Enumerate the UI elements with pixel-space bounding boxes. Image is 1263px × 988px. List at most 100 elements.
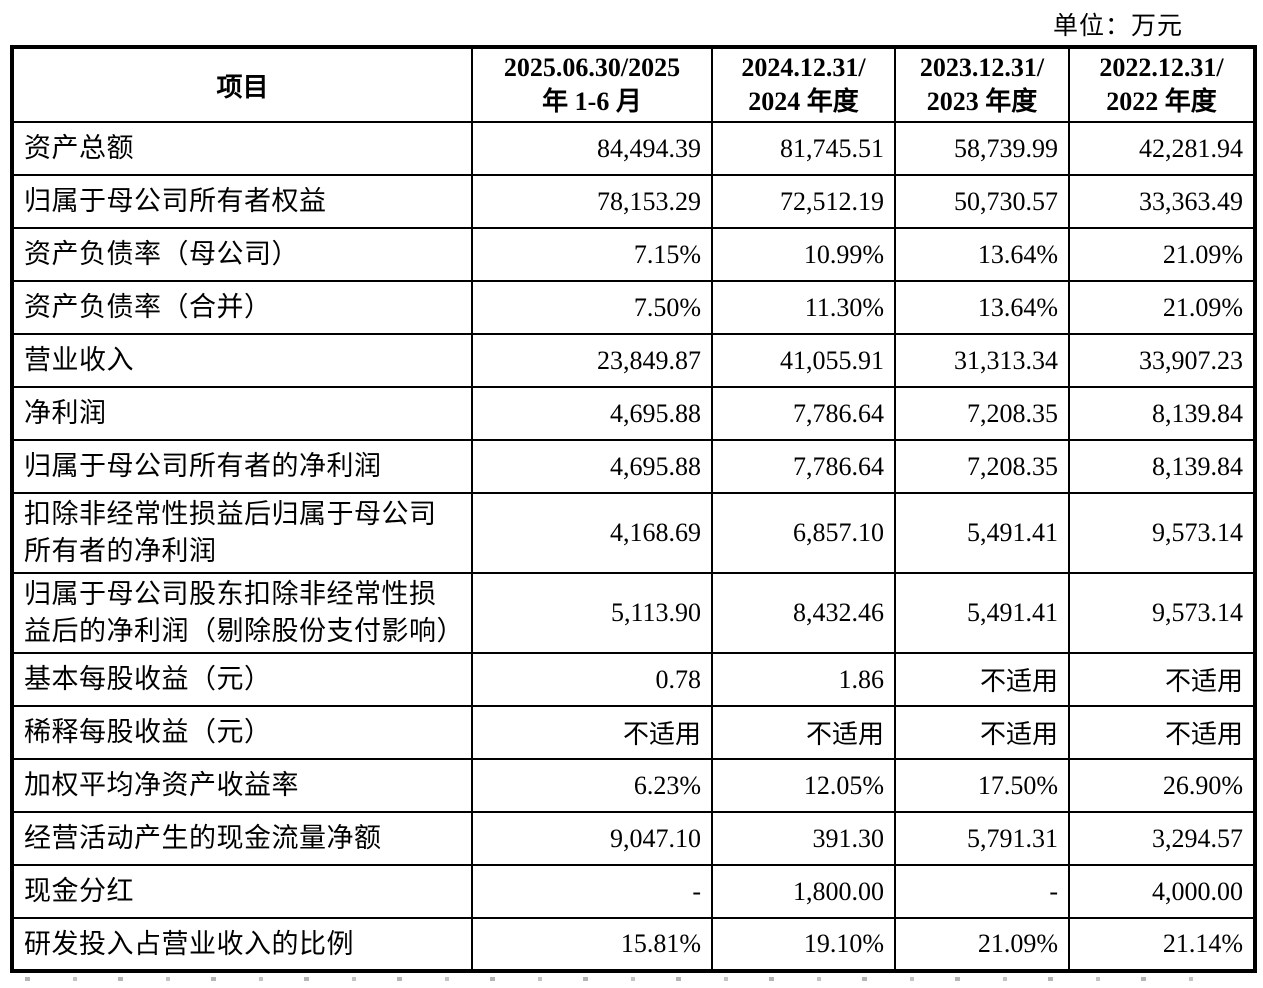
clipped-text-line (25, 977, 1230, 981)
cell-value: 4,695.88 (471, 386, 713, 441)
table-row: 营业收入 23,849.87 41,055.91 31,313.34 33,90… (11, 333, 1256, 388)
cell-value: 5,113.90 (471, 572, 713, 654)
cell-value: 8,432.46 (711, 572, 896, 654)
cell-value: 12.05% (711, 758, 896, 813)
cell-value: 21.09% (894, 917, 1070, 972)
cell-value: 不适用 (471, 705, 713, 760)
cell-value: 13.64% (894, 280, 1070, 335)
header-row: 项目 2025.06.30/2025 年 1-6 月 2024.12.31/ 2… (11, 46, 1256, 123)
cell-value: 41,055.91 (711, 333, 896, 388)
table-row: 归属于母公司所有者的净利润 4,695.88 7,786.64 7,208.35… (11, 439, 1256, 494)
cell-value: 19.10% (711, 917, 896, 972)
table-row: 基本每股收益（元） 0.78 1.86 不适用 不适用 (11, 652, 1256, 707)
period-line: 2023.12.31/ (919, 53, 1045, 82)
cell-value: 不适用 (894, 652, 1070, 707)
column-header-period-2023: 2023.12.31/ 2023 年度 (894, 46, 1070, 123)
period-line: 2023 年度 (926, 87, 1038, 116)
table-row: 归属于母公司所有者权益 78,153.29 72,512.19 50,730.5… (11, 174, 1256, 229)
cell-value: 33,363.49 (1068, 174, 1256, 229)
cell-value: 不适用 (711, 705, 896, 760)
table-row: 加权平均净资产收益率 6.23% 12.05% 17.50% 26.90% (11, 758, 1256, 813)
cell-value: 50,730.57 (894, 174, 1070, 229)
period-line: 2025.06.30/2025 (503, 53, 681, 82)
period-line: 2024 年度 (748, 87, 859, 116)
table-row: 扣除非经常性损益后归属于母公司 所有者的净利润 4,168.69 6,857.10… (11, 492, 1256, 574)
cell-value: 31,313.34 (894, 333, 1070, 388)
cell-value: 1.86 (711, 652, 896, 707)
period-line: 2024.12.31/ (741, 53, 866, 82)
cell-value: 21.09% (1068, 280, 1256, 335)
cell-value: 不适用 (1068, 652, 1256, 707)
financial-summary-table: 项目 2025.06.30/2025 年 1-6 月 2024.12.31/ 2… (10, 45, 1257, 973)
period-line: 2022 年度 (1106, 87, 1217, 116)
cell-value: 6.23% (471, 758, 713, 813)
row-label: 基本每股收益（元） (11, 652, 473, 707)
row-label: 加权平均净资产收益率 (11, 758, 473, 813)
unit-label: 单位：万元 (1052, 13, 1183, 40)
cell-value: 5,791.31 (894, 811, 1070, 866)
row-label: 现金分红 (11, 864, 473, 919)
cell-value: 4,695.88 (471, 439, 713, 494)
column-header-period-2025: 2025.06.30/2025 年 1-6 月 (471, 46, 713, 123)
cell-value: 9,573.14 (1068, 492, 1256, 574)
cell-value: 13.64% (894, 227, 1070, 282)
cell-value: 8,139.84 (1068, 386, 1256, 441)
table-row: 资产负债率（母公司） 7.15% 10.99% 13.64% 21.09% (11, 227, 1256, 282)
row-label: 稀释每股收益（元） (11, 705, 473, 760)
period-line: 年 1-6 月 (542, 87, 642, 116)
table-row: 研发投入占营业收入的比例 15.81% 19.10% 21.09% 21.14% (11, 917, 1256, 972)
cell-value: 6,857.10 (711, 492, 896, 574)
row-label: 资产负债率（母公司） (11, 227, 473, 282)
cell-value: 1,800.00 (711, 864, 896, 919)
cell-value: 4,000.00 (1068, 864, 1256, 919)
cell-value: 58,739.99 (894, 121, 1070, 176)
table-row: 经营活动产生的现金流量净额 9,047.10 391.30 5,791.31 3… (11, 811, 1256, 866)
cell-value: 10.99% (711, 227, 896, 282)
cell-value: - (471, 864, 713, 919)
cell-value: 11.30% (711, 280, 896, 335)
cell-value: 7.50% (471, 280, 713, 335)
cell-value: 21.14% (1068, 917, 1256, 972)
table-row: 归属于母公司股东扣除非经常性损 益后的净利润（剔除股份支付影响） 5,113.90… (11, 572, 1256, 654)
cell-value: 9,573.14 (1068, 572, 1256, 654)
table-row: 现金分红 - 1,800.00 - 4,000.00 (11, 864, 1256, 919)
cell-value: 21.09% (1068, 227, 1256, 282)
cell-value: 26.90% (1068, 758, 1256, 813)
row-label: 研发投入占营业收入的比例 (11, 917, 473, 972)
cell-value: 0.78 (471, 652, 713, 707)
cell-value: 7.15% (471, 227, 713, 282)
row-label: 归属于母公司股东扣除非经常性损 益后的净利润（剔除股份支付影响） (11, 572, 473, 654)
cell-value: - (894, 864, 1070, 919)
period-line: 2022.12.31/ (1099, 53, 1224, 82)
cell-value: 7,786.64 (711, 439, 896, 494)
row-label: 归属于母公司所有者权益 (11, 174, 473, 229)
cell-value: 不适用 (894, 705, 1070, 760)
cell-value: 391.30 (711, 811, 896, 866)
cell-value: 33,907.23 (1068, 333, 1256, 388)
cell-value: 8,139.84 (1068, 439, 1256, 494)
column-header-period-2022: 2022.12.31/ 2022 年度 (1068, 46, 1256, 123)
table-header: 项目 2025.06.30/2025 年 1-6 月 2024.12.31/ 2… (11, 46, 1256, 123)
row-label: 营业收入 (11, 333, 473, 388)
cell-value: 84,494.39 (471, 121, 713, 176)
cell-value: 7,786.64 (711, 386, 896, 441)
cell-value: 78,153.29 (471, 174, 713, 229)
cell-value: 23,849.87 (471, 333, 713, 388)
column-header-item: 项目 (11, 46, 473, 123)
cell-value: 42,281.94 (1068, 121, 1256, 176)
row-label: 资产总额 (11, 121, 473, 176)
cell-value: 4,168.69 (471, 492, 713, 574)
cell-value: 9,047.10 (471, 811, 713, 866)
cell-value: 7,208.35 (894, 386, 1070, 441)
cell-value: 17.50% (894, 758, 1070, 813)
table-row: 资产总额 84,494.39 81,745.51 58,739.99 42,28… (11, 121, 1256, 176)
cell-value: 72,512.19 (711, 174, 896, 229)
cell-value: 5,491.41 (894, 572, 1070, 654)
cell-value: 不适用 (1068, 705, 1256, 760)
cell-value: 15.81% (471, 917, 713, 972)
row-label: 归属于母公司所有者的净利润 (11, 439, 473, 494)
cell-value: 3,294.57 (1068, 811, 1256, 866)
cell-value: 5,491.41 (894, 492, 1070, 574)
row-label: 净利润 (11, 386, 473, 441)
cell-value: 7,208.35 (894, 439, 1070, 494)
